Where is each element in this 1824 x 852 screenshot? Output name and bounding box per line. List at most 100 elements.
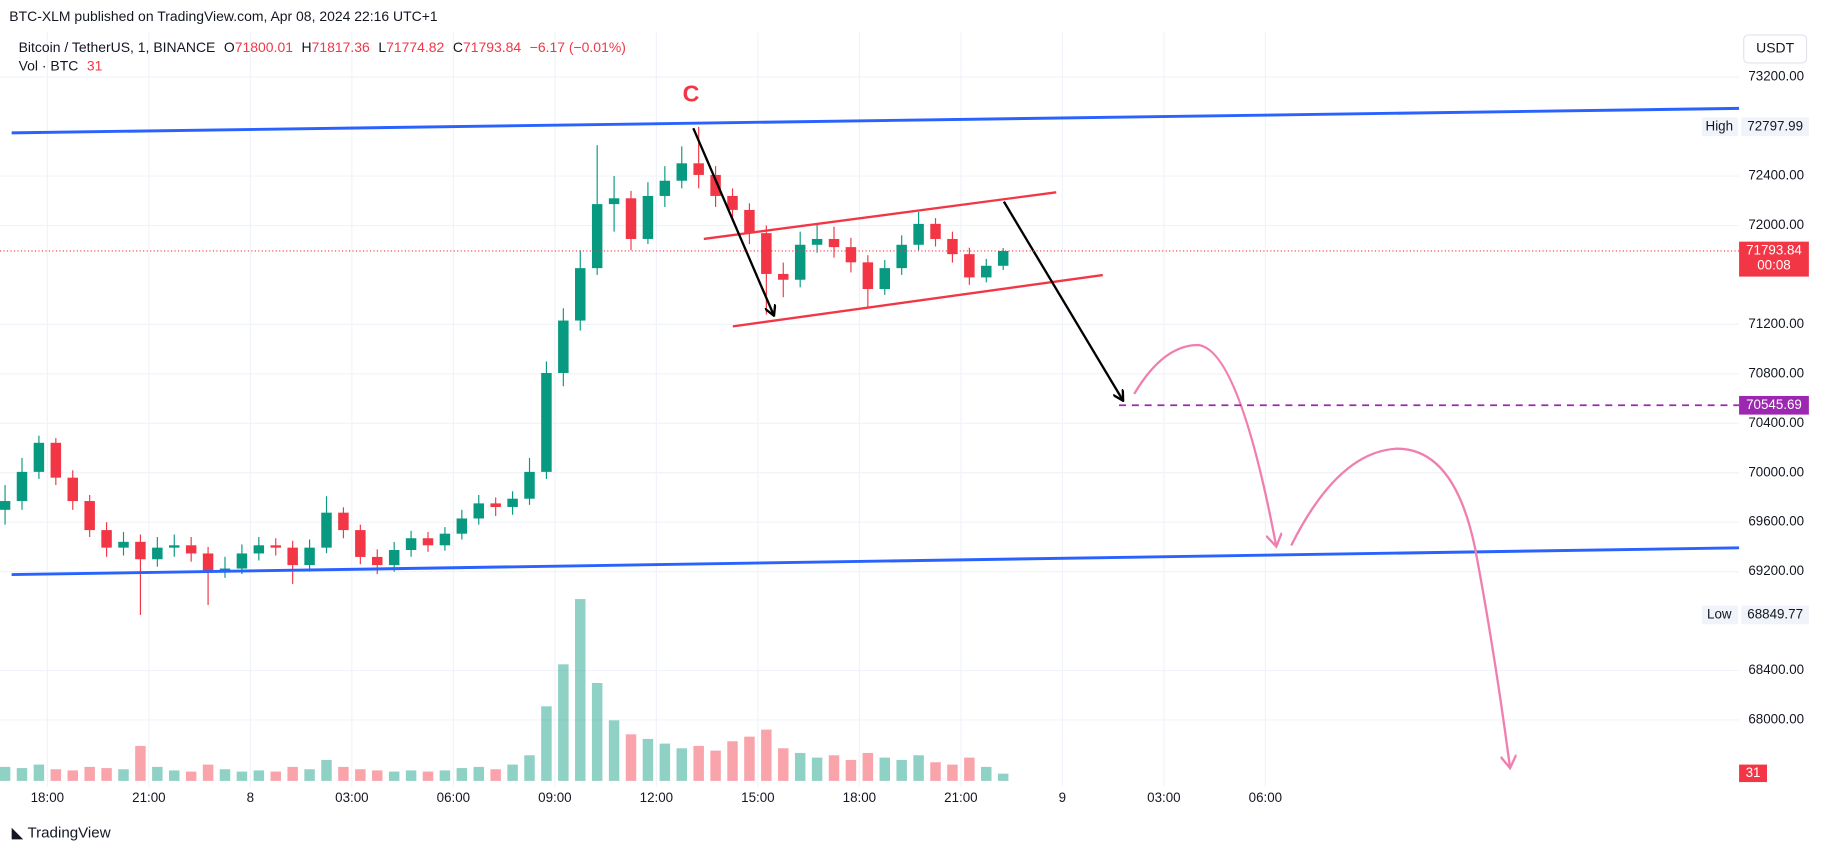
x-tick-label: 03:00 bbox=[1147, 790, 1180, 805]
candle-body bbox=[219, 568, 231, 571]
volume-bar bbox=[981, 766, 992, 781]
candle-body bbox=[930, 223, 941, 239]
candle-body bbox=[456, 518, 468, 534]
candle-body bbox=[355, 530, 366, 557]
volume-bar bbox=[794, 752, 806, 781]
legend-key: O bbox=[224, 38, 235, 54]
low-value: 68849.77 bbox=[1747, 606, 1803, 621]
trend-line-lower bbox=[11, 546, 1740, 577]
drawings: C bbox=[0, 81, 1740, 767]
symbol: Bitcoin / TetherUS, 1, BINANCE bbox=[19, 38, 216, 54]
candle-body bbox=[862, 262, 874, 290]
candle-body bbox=[778, 273, 789, 280]
x-tick-label: 15:00 bbox=[741, 790, 774, 805]
volume-bar bbox=[879, 757, 891, 781]
curved-arrow bbox=[1290, 447, 1510, 767]
volume-box bbox=[1739, 764, 1767, 783]
candle-body bbox=[118, 541, 129, 548]
volume-bar bbox=[862, 752, 874, 781]
volume-bar bbox=[947, 764, 958, 781]
x-tick-label: 21:00 bbox=[132, 790, 165, 805]
trend-line-upper bbox=[11, 106, 1740, 135]
candle-body bbox=[727, 195, 738, 210]
x-tick-label: 9 bbox=[1059, 790, 1066, 805]
candle-body bbox=[490, 503, 501, 507]
candle-body bbox=[84, 501, 95, 531]
candle-body bbox=[405, 538, 417, 550]
y-tick-label: 68400.00 bbox=[1748, 662, 1804, 677]
x-tick-label: 09:00 bbox=[538, 790, 571, 805]
volume-bar bbox=[761, 729, 772, 781]
target-box bbox=[1739, 395, 1809, 415]
candle-body bbox=[135, 541, 146, 560]
volume-bar bbox=[727, 741, 738, 781]
volume-bar bbox=[930, 762, 941, 781]
x-tick-label: 03:00 bbox=[335, 790, 368, 805]
y-tick-label: 69600.00 bbox=[1748, 514, 1804, 529]
y-tick-label: 71200.00 bbox=[1748, 316, 1804, 331]
candle-body bbox=[202, 553, 214, 571]
volume-bar bbox=[422, 771, 434, 781]
x-tick-label: 8 bbox=[247, 790, 254, 805]
candle-body bbox=[947, 238, 958, 255]
brand-name: TradingView bbox=[27, 824, 110, 841]
volume-bar bbox=[541, 706, 552, 781]
x-tick-label: 18:00 bbox=[843, 790, 876, 805]
x-tick-label: 12:00 bbox=[640, 790, 673, 805]
candle-body bbox=[270, 545, 281, 548]
volume-bar bbox=[202, 764, 214, 781]
curved-arrow bbox=[1133, 343, 1276, 545]
candle-body bbox=[964, 254, 975, 278]
volume-bar bbox=[287, 766, 298, 781]
volume-bar bbox=[50, 769, 62, 781]
volume-bar bbox=[811, 757, 823, 781]
volume-bar bbox=[507, 764, 518, 781]
y-tick-label: 69200.00 bbox=[1748, 563, 1804, 578]
volume-legend: Vol · BTC 31 bbox=[19, 57, 103, 73]
candle-body bbox=[879, 268, 891, 290]
candle-body bbox=[152, 547, 163, 560]
y-tick-label: 73200.00 bbox=[1748, 69, 1804, 84]
volume-value: 31 bbox=[87, 57, 103, 73]
candle-body bbox=[338, 512, 349, 531]
candle-body bbox=[744, 209, 755, 234]
volume-bar bbox=[744, 736, 755, 781]
candle-body bbox=[0, 501, 11, 510]
low-tag bbox=[1701, 605, 1738, 625]
candle-body bbox=[896, 244, 907, 269]
high-tag-label: High bbox=[1706, 118, 1733, 133]
volume-bar bbox=[372, 770, 383, 781]
volume-bar bbox=[321, 759, 332, 781]
currency-button[interactable] bbox=[1743, 34, 1808, 64]
volume-bar bbox=[304, 769, 315, 781]
candle-body bbox=[169, 545, 180, 548]
currency-label[interactable]: USDT bbox=[1756, 40, 1794, 56]
candle-body bbox=[845, 247, 857, 263]
y-tick-label: 68000.00 bbox=[1748, 711, 1804, 726]
candle-body bbox=[811, 238, 823, 245]
volume-bar bbox=[608, 720, 620, 781]
candle-body bbox=[33, 442, 45, 472]
volume-bar bbox=[355, 769, 366, 781]
legend: Bitcoin / TetherUS, 1, BINANCE O71800.01… bbox=[19, 38, 626, 54]
y-tick-label: 70400.00 bbox=[1748, 415, 1804, 430]
legend-key: H bbox=[302, 38, 312, 54]
volume-bar bbox=[33, 764, 45, 781]
candle-body bbox=[575, 268, 586, 321]
volume-bar bbox=[439, 770, 451, 781]
volume-bar bbox=[169, 770, 180, 781]
x-tick-label: 06:00 bbox=[1249, 790, 1282, 805]
y-tick-label: 72000.00 bbox=[1748, 217, 1804, 232]
candle-body bbox=[591, 204, 603, 269]
candles bbox=[0, 126, 1009, 615]
volume-bar bbox=[253, 770, 265, 781]
publisher-line: BTC-XLM published on TradingView.com, Ap… bbox=[9, 8, 438, 24]
volume-bar bbox=[456, 768, 468, 781]
low-tag-label: Low bbox=[1707, 606, 1732, 621]
candle-body bbox=[253, 545, 265, 554]
candle-body bbox=[185, 545, 197, 554]
x-tick-label: 18:00 bbox=[31, 790, 64, 805]
volume-bar bbox=[118, 769, 129, 781]
